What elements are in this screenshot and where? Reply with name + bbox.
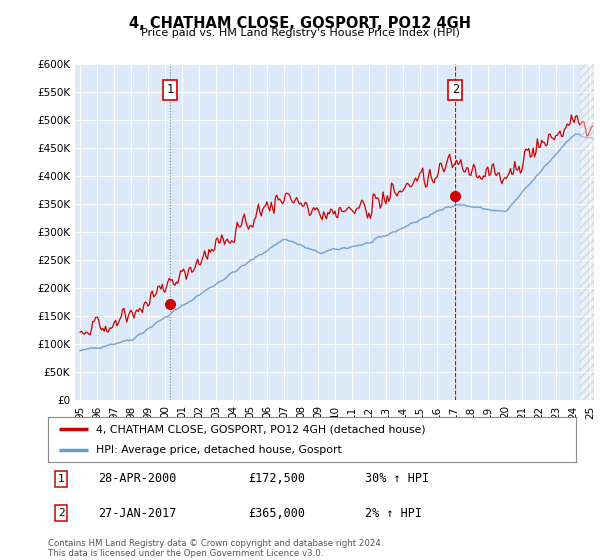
Text: 1: 1 (58, 474, 65, 484)
Text: 2% ↑ HPI: 2% ↑ HPI (365, 507, 422, 520)
Text: 2: 2 (452, 83, 459, 96)
Text: Price paid vs. HM Land Registry's House Price Index (HPI): Price paid vs. HM Land Registry's House … (140, 28, 460, 38)
Text: 1: 1 (166, 83, 173, 96)
Text: 30% ↑ HPI: 30% ↑ HPI (365, 473, 429, 486)
Text: 4, CHATHAM CLOSE, GOSPORT, PO12 4GH (detached house): 4, CHATHAM CLOSE, GOSPORT, PO12 4GH (det… (95, 424, 425, 435)
Text: £365,000: £365,000 (248, 507, 305, 520)
Text: Contains HM Land Registry data © Crown copyright and database right 2024.
This d: Contains HM Land Registry data © Crown c… (48, 539, 383, 558)
Text: HPI: Average price, detached house, Gosport: HPI: Average price, detached house, Gosp… (95, 445, 341, 455)
Text: 28-APR-2000: 28-APR-2000 (98, 473, 176, 486)
Text: 27-JAN-2017: 27-JAN-2017 (98, 507, 176, 520)
Text: 4, CHATHAM CLOSE, GOSPORT, PO12 4GH: 4, CHATHAM CLOSE, GOSPORT, PO12 4GH (129, 16, 471, 31)
Text: £172,500: £172,500 (248, 473, 305, 486)
Text: 2: 2 (58, 508, 65, 518)
